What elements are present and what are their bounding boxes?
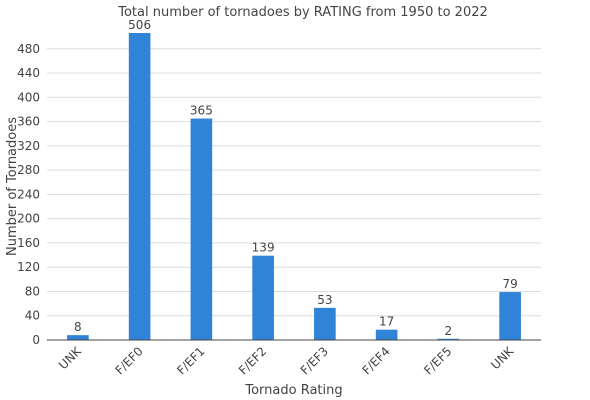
bar: [128, 33, 151, 340]
y-tick-label: 480: [17, 42, 40, 56]
y-axis-title: Number of Tornadoes: [5, 117, 20, 256]
y-tick-label: 200: [17, 212, 40, 226]
x-tick-label: F/EF4: [359, 344, 392, 377]
x-tick-label: F/EF0: [112, 344, 145, 377]
bar-value-label: 8: [74, 320, 82, 334]
bar-value-label: 79: [502, 277, 517, 291]
bar: [499, 292, 521, 340]
x-tick-label: F/EF2: [236, 344, 269, 377]
bar: [252, 255, 274, 340]
y-tick-label: 160: [17, 236, 40, 250]
y-tick-label: 0: [32, 333, 40, 347]
bar: [314, 307, 336, 340]
bar: [67, 335, 89, 340]
bar-value-label: 53: [317, 293, 332, 307]
x-axis-ticks: UNK F/EF0 F/EF1 F/EF2 F/EF3 F/EF4 F/EF5 UNK: [56, 343, 517, 377]
grid-lines: [47, 48, 541, 317]
bar-value-label: 139: [252, 241, 275, 255]
y-tick-label: 120: [17, 260, 40, 274]
bar-value-label: 365: [190, 104, 213, 118]
y-tick-label: 440: [17, 66, 40, 80]
data-labels: 8 506 365 139 53 17 2 79: [74, 18, 518, 338]
bar: [437, 338, 460, 340]
y-tick-label: 240: [17, 187, 40, 201]
y-tick-label: 40: [25, 309, 40, 323]
bar-value-label: 2: [445, 324, 453, 338]
x-tick-label: F/EF5: [421, 344, 454, 377]
y-tick-label: 360: [17, 115, 40, 129]
bars: [67, 33, 521, 341]
x-tick-label: UNK: [488, 343, 517, 372]
bar-value-label: 506: [128, 18, 151, 32]
y-axis-ticks: 0 40 80 120 160 200 240 280 320 360 400 440 480: [17, 42, 40, 347]
y-tick-label: 320: [17, 139, 40, 153]
x-tick-label: F/EF1: [174, 344, 207, 377]
x-axis-title: Tornado Rating: [244, 383, 342, 398]
bar: [190, 118, 213, 341]
bar-value-label: 17: [379, 315, 394, 329]
y-tick-label: 280: [17, 163, 40, 177]
y-tick-label: 80: [25, 284, 40, 298]
x-tick-label: F/EF3: [298, 344, 331, 377]
x-tick-label: UNK: [56, 343, 85, 372]
chart-title: Total number of tornadoes by RATING from…: [117, 5, 488, 20]
bar: [375, 329, 398, 340]
y-tick-label: 400: [17, 90, 40, 104]
